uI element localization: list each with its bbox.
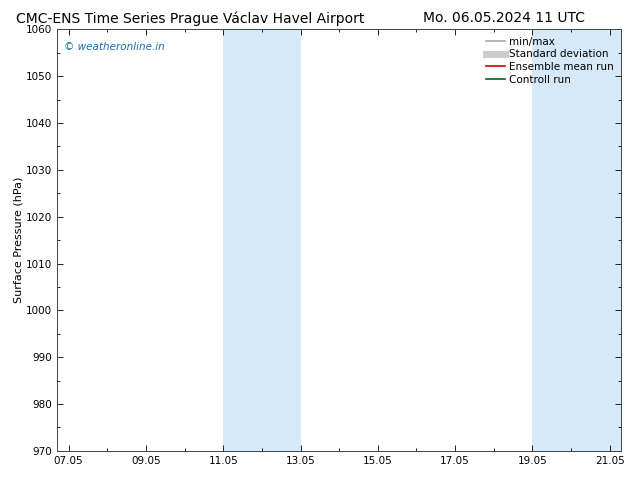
Text: © weatheronline.in: © weatheronline.in [64,42,165,52]
Bar [223,29,301,451]
Bar [533,29,621,451]
Text: Mo. 06.05.2024 11 UTC: Mo. 06.05.2024 11 UTC [423,11,585,25]
Legend: min/max, Standard deviation, Ensemble mean run, Controll run: min/max, Standard deviation, Ensemble me… [484,35,616,87]
Text: CMC-ENS Time Series Prague Václav Havel Airport: CMC-ENS Time Series Prague Václav Havel … [16,11,365,26]
Y-axis label: Surface Pressure (hPa): Surface Pressure (hPa) [13,177,23,303]
